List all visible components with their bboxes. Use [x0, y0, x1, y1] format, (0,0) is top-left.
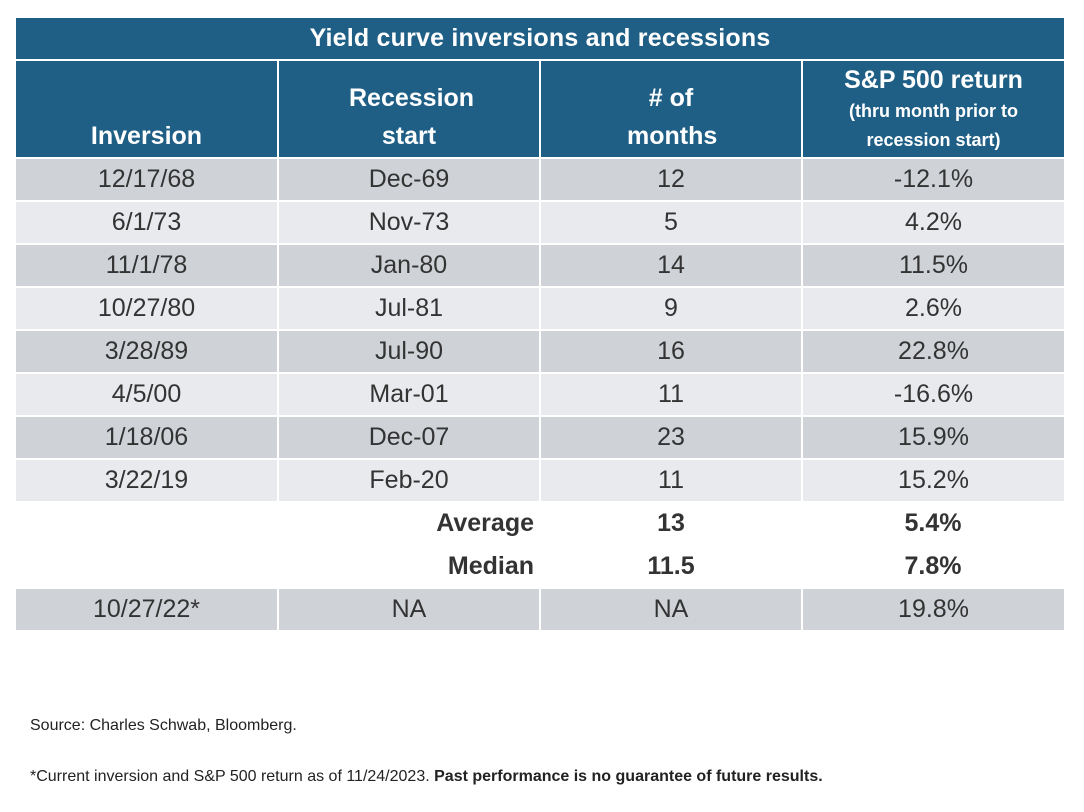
current-inversion-row: 10/27/22* NA NA 19.8% — [16, 587, 1064, 630]
cell-inversion: 11/1/78 — [16, 243, 279, 287]
table-row: 10/27/80 Jul-81 9 2.6% — [16, 286, 1064, 330]
cell-sp500-return: -16.6% — [802, 372, 1064, 416]
cell-months: 5 — [540, 200, 803, 244]
cell-sp500-return: -12.1% — [802, 157, 1064, 201]
summary-sp500-return: 7.8% — [802, 544, 1064, 588]
cell-months: 12 — [540, 157, 803, 201]
cell-months: 11 — [540, 458, 803, 502]
summary-months: 11.5 — [540, 544, 802, 588]
header-inversion: Inversion — [16, 61, 279, 158]
summary-spacer — [16, 544, 278, 588]
header-row: Inversion Recession start # of months S&… — [16, 61, 1064, 158]
cell-recession-start: Dec-69 — [278, 157, 541, 201]
cell-months: 11 — [540, 372, 803, 416]
cell-months: 23 — [540, 415, 803, 459]
cell-sp500-return: 11.5% — [802, 243, 1064, 287]
source-note: Source: Charles Schwab, Bloomberg. — [30, 717, 297, 734]
cell-inversion: 10/27/80 — [16, 286, 279, 330]
cell-recession-start: NA — [278, 587, 541, 630]
cell-sp500-return: 15.2% — [802, 458, 1064, 502]
footnote: *Current inversion and S&P 500 return as… — [30, 768, 823, 786]
cell-months: 14 — [540, 243, 803, 287]
summary-sp500-return: 5.4% — [802, 501, 1064, 545]
table-row: 3/28/89 Jul-90 16 22.8% — [16, 329, 1064, 373]
yield-curve-table: Yield curve inversions and recessions In… — [16, 18, 1064, 630]
table-row: 1/18/06 Dec-07 23 15.9% — [16, 415, 1064, 459]
cell-recession-start: Jul-90 — [278, 329, 541, 373]
table-body: 12/17/68 Dec-69 12 -12.1% 6/1/73 Nov-73 5 4.2% 1… — [16, 157, 1064, 630]
cell-months: 16 — [540, 329, 803, 373]
cell-sp500-return: 15.9% — [802, 415, 1064, 459]
cell-sp500-return: 19.8% — [802, 587, 1064, 630]
cell-sp500-return: 4.2% — [802, 200, 1064, 244]
table-row: 3/22/19 Feb-20 11 15.2% — [16, 458, 1064, 502]
cell-recession-start: Nov-73 — [278, 200, 541, 244]
cell-recession-start: Jul-81 — [278, 286, 541, 330]
cell-inversion: 6/1/73 — [16, 200, 279, 244]
summary-spacer — [16, 501, 278, 545]
summary-label: Average — [278, 501, 540, 545]
data-table: Inversion Recession start # of months S&… — [16, 61, 1064, 630]
cell-recession-start: Dec-07 — [278, 415, 541, 459]
header-recession-start: Recession start — [278, 61, 541, 158]
header-months: # of months — [540, 61, 803, 158]
cell-recession-start: Jan-80 — [278, 243, 541, 287]
table-row: 11/1/78 Jan-80 14 11.5% — [16, 243, 1064, 287]
footnote-text: *Current inversion and S&P 500 return as… — [30, 768, 430, 785]
header-sp500: S&P 500 return (thru month prior to rece… — [802, 61, 1064, 158]
summary-label: Median — [278, 544, 540, 588]
cell-inversion: 3/28/89 — [16, 329, 279, 373]
cell-recession-start: Mar-01 — [278, 372, 541, 416]
table-row: 4/5/00 Mar-01 11 -16.6% — [16, 372, 1064, 416]
cell-inversion: 1/18/06 — [16, 415, 279, 459]
cell-inversion: 4/5/00 — [16, 372, 279, 416]
cell-inversion: 12/17/68 — [16, 157, 279, 201]
cell-sp500-return: 2.6% — [802, 286, 1064, 330]
header-sp500-note: (thru month prior to recession start) — [849, 101, 1018, 150]
table-row: 6/1/73 Nov-73 5 4.2% — [16, 200, 1064, 244]
cell-inversion: 10/27/22* — [16, 587, 279, 630]
summary-row: Average 13 5.4% — [16, 501, 1064, 545]
cell-recession-start: Feb-20 — [278, 458, 541, 502]
summary-months: 13 — [540, 501, 802, 545]
table-row: 12/17/68 Dec-69 12 -12.1% — [16, 157, 1064, 201]
table-title: Yield curve inversions and recessions — [16, 18, 1064, 61]
header-sp500-title: S&P 500 return — [844, 66, 1023, 94]
cell-sp500-return: 22.8% — [802, 329, 1064, 373]
cell-inversion: 3/22/19 — [16, 458, 279, 502]
cell-months: 9 — [540, 286, 803, 330]
cell-months: NA — [540, 587, 803, 630]
footnote-disclaimer: Past performance is no guarantee of futu… — [434, 768, 823, 785]
summary-row: Median 11.5 7.8% — [16, 544, 1064, 588]
